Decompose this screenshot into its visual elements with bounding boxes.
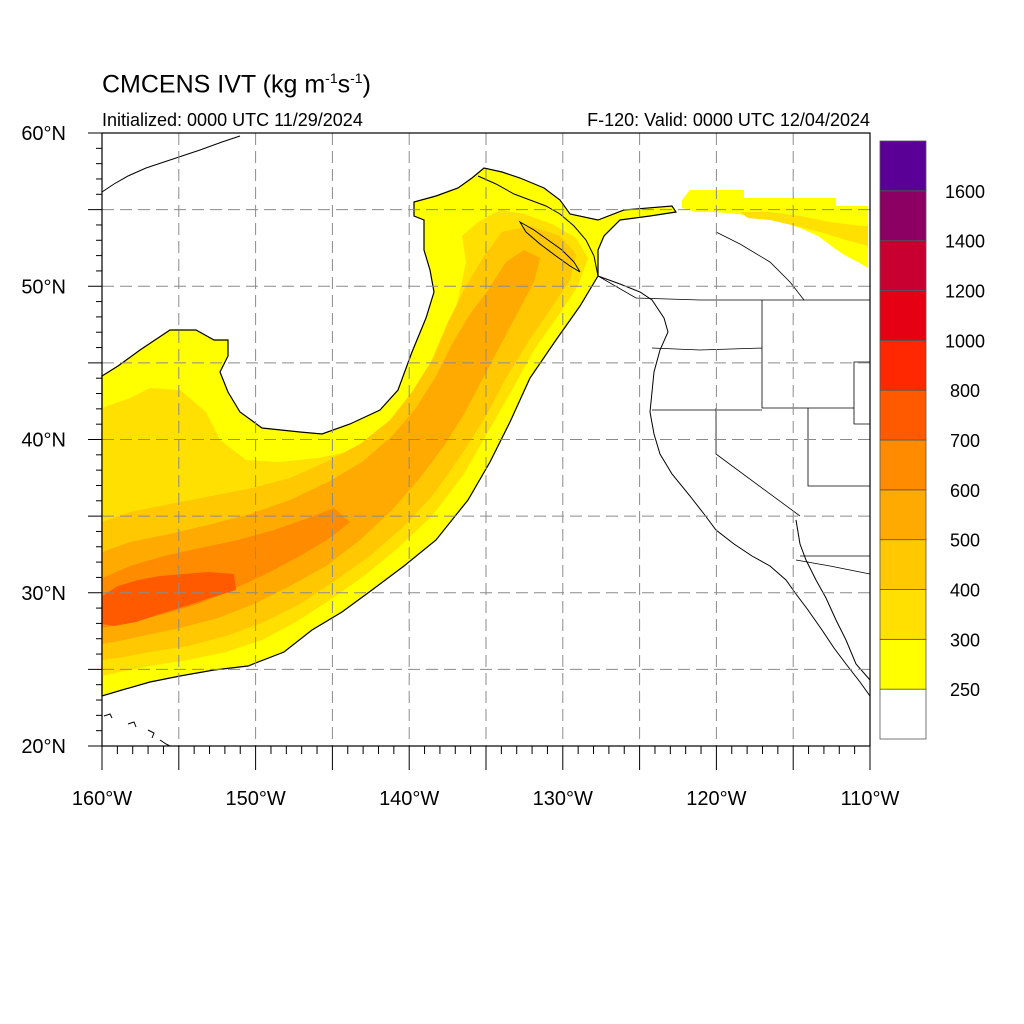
colorbar-swatch [879,290,927,341]
title-suffix: ) [362,70,371,99]
colorbar-label: 500 [950,531,980,551]
ivt-band-300-canada [740,212,868,246]
ivt-fill-layer [101,167,868,697]
valid-time-label: F-120: Valid: 0000 UTC 12/04/2024 [587,110,870,130]
colorbar-label: 400 [950,581,980,601]
lon-label: 150°W [225,788,285,810]
lon-label: 120°W [686,788,746,810]
colorbar: 250 300 400 500 600 700 800 1000 1200 1400 1600 [879,140,985,740]
colorbar-label: 700 [950,431,980,451]
alaska-coast [101,135,241,193]
baja-outline [795,519,871,681]
colorbar-swatch [879,539,927,590]
colorbar-swatch [879,589,927,640]
colorbar-label: 800 [950,381,980,401]
colorbar-swatch [879,389,927,441]
lat-label: 20°N [21,736,66,758]
canada-interior-line [715,231,805,301]
colorbar-label: 300 [950,630,980,650]
lon-label: 140°W [379,788,439,810]
colorbar-swatch [879,190,927,242]
lon-label: 110°W [841,788,900,810]
lon-label: 160°W [72,788,132,810]
chart-title: CMCENS IVT (kg m-1s-1) [102,70,371,99]
west-coast-outline [597,275,871,697]
mexico-border [795,559,871,575]
init-time-label: Initialized: 0000 UTC 11/29/2024 [102,110,363,130]
colorbar-swatch [879,339,927,391]
lat-label: 50°N [21,276,66,298]
colorbar-swatch [879,439,927,491]
colorbar-label: 1000 [945,331,985,351]
colorbar-swatch [879,638,927,690]
lon-label: 130°W [533,788,593,810]
colorbar-label: 1200 [945,282,985,302]
axis-ticks [88,132,871,770]
colorbar-label: 600 [950,481,980,501]
axis-labels: 160°W 150°W 140°W 130°W 120°W 110°W 20°N 30°N 40… [21,123,899,810]
colorbar-swatch [879,140,927,192]
ivt-band-700 [102,572,236,626]
lat-label: 60°N [21,123,66,145]
title-exponent-2: -1 [350,70,363,86]
colorbar-swatch [879,688,927,740]
map-frame [101,132,871,747]
hawaii-islands [103,713,171,747]
lat-label: 40°N [21,430,66,452]
title-mid: s [337,70,351,99]
state-borders [651,300,870,557]
colorbar-label: 250 [950,680,980,700]
colorbar-swatch [879,489,927,541]
us-canada-border [597,275,870,301]
colorbar-label: 1400 [945,232,985,252]
graticule [102,133,870,746]
colorbar-swatch [879,240,927,291]
title-exponent-1: -1 [325,70,338,86]
vancouver-island [518,220,581,273]
ivt-band-500 [102,250,540,644]
ivt-band-250-canada [682,190,868,268]
lat-label: 30°N [21,583,66,605]
title-prefix: CMCENS IVT (kg m [102,70,326,99]
colorbar-label: 1600 [945,182,985,202]
